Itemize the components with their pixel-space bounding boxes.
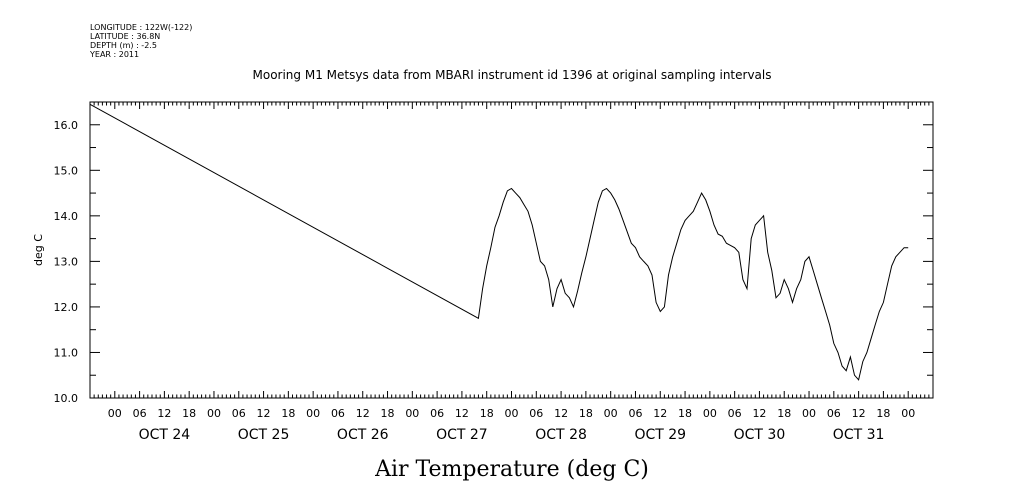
x-hour-label: 12 bbox=[356, 407, 370, 420]
y-axis-label: deg C bbox=[32, 234, 45, 266]
x-hour-label: 00 bbox=[901, 407, 915, 420]
x-hour-label: 00 bbox=[108, 407, 122, 420]
x-hour-label: 00 bbox=[306, 407, 320, 420]
x-hour-label: 06 bbox=[430, 407, 444, 420]
x-hour-label: 18 bbox=[678, 407, 692, 420]
x-hour-label: 18 bbox=[281, 407, 295, 420]
y-tick-label: 11.0 bbox=[54, 346, 79, 359]
y-tick-label: 10.0 bbox=[54, 392, 79, 405]
x-axis-label: Air Temperature (deg C) bbox=[374, 457, 649, 482]
x-hour-label: 12 bbox=[852, 407, 866, 420]
x-hour-label: 00 bbox=[505, 407, 519, 420]
x-hour-label: 12 bbox=[752, 407, 766, 420]
x-hour-label: 18 bbox=[480, 407, 494, 420]
x-hour-label: 18 bbox=[777, 407, 791, 420]
x-hour-label: 12 bbox=[257, 407, 271, 420]
depth-label: DEPTH (m) : -2.5 bbox=[90, 41, 157, 50]
x-tick-labels: 00 06 12 18 OCT 24 00 06 12 18 OCT 25 00 06 12 18 OCT … bbox=[108, 407, 915, 443]
x-hour-label: 12 bbox=[455, 407, 469, 420]
y-tick-labels: 10.0 11.0 12.0 13.0 14.0 15.0 16.0 bbox=[54, 119, 79, 405]
x-hour-label: 06 bbox=[529, 407, 543, 420]
chart-title: Mooring M1 Metsys data from MBARI instru… bbox=[253, 68, 772, 82]
x-hour-label: 00 bbox=[604, 407, 618, 420]
x-hour-label: 06 bbox=[232, 407, 246, 420]
x-hour-label: 00 bbox=[207, 407, 221, 420]
plot-frame bbox=[89, 101, 934, 399]
x-day-label: OCT 30 bbox=[734, 427, 786, 443]
x-hour-label: 06 bbox=[728, 407, 742, 420]
latitude-label: LATITUDE : 36.8N bbox=[90, 32, 160, 41]
x-day-label: OCT 25 bbox=[238, 427, 290, 443]
x-day-label: OCT 24 bbox=[139, 427, 191, 443]
x-day-label: OCT 31 bbox=[833, 427, 885, 443]
y-tick-label: 14.0 bbox=[54, 210, 79, 223]
year-label: YEAR : 2011 bbox=[89, 50, 139, 59]
x-hour-label: 00 bbox=[405, 407, 419, 420]
x-hour-label: 06 bbox=[133, 407, 147, 420]
x-hour-label: 18 bbox=[876, 407, 890, 420]
y-tick-label: 15.0 bbox=[54, 164, 79, 177]
x-hour-label: 12 bbox=[653, 407, 667, 420]
x-hour-label: 00 bbox=[703, 407, 717, 420]
x-day-label: OCT 27 bbox=[436, 427, 488, 443]
y-tick-label: 12.0 bbox=[54, 301, 79, 314]
x-hour-label: 06 bbox=[331, 407, 345, 420]
x-hour-label: 18 bbox=[381, 407, 395, 420]
y-tick-label: 13.0 bbox=[54, 255, 79, 268]
axis-ticks bbox=[89, 101, 934, 399]
x-day-label: OCT 26 bbox=[337, 427, 389, 443]
x-day-label: OCT 29 bbox=[634, 427, 686, 443]
x-hour-label: 06 bbox=[827, 407, 841, 420]
x-day-label: OCT 28 bbox=[535, 427, 587, 443]
x-hour-label: 18 bbox=[182, 407, 196, 420]
x-hour-label: 12 bbox=[157, 407, 171, 420]
series-line bbox=[89, 103, 909, 381]
x-hour-label: 00 bbox=[802, 407, 816, 420]
x-hour-label: 06 bbox=[628, 407, 642, 420]
y-tick-label: 16.0 bbox=[54, 119, 79, 132]
x-hour-label: 18 bbox=[579, 407, 593, 420]
x-hour-label: 12 bbox=[554, 407, 568, 420]
longitude-label: LONGITUDE : 122W(-122) bbox=[90, 23, 192, 32]
